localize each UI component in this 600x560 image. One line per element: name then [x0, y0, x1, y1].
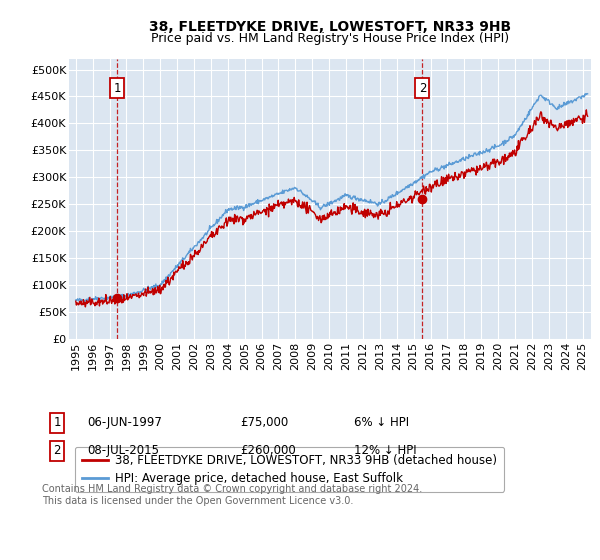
Text: £260,000: £260,000 — [240, 444, 296, 458]
Text: 1: 1 — [113, 82, 121, 95]
Legend: 38, FLEETDYKE DRIVE, LOWESTOFT, NR33 9HB (detached house), HPI: Average price, d: 38, FLEETDYKE DRIVE, LOWESTOFT, NR33 9HB… — [75, 447, 504, 492]
Text: £75,000: £75,000 — [240, 416, 288, 430]
Text: 6% ↓ HPI: 6% ↓ HPI — [354, 416, 409, 430]
Text: Price paid vs. HM Land Registry's House Price Index (HPI): Price paid vs. HM Land Registry's House … — [151, 32, 509, 45]
Text: 2: 2 — [53, 444, 61, 458]
Text: Contains HM Land Registry data © Crown copyright and database right 2024.
This d: Contains HM Land Registry data © Crown c… — [42, 484, 422, 506]
Text: 12% ↓ HPI: 12% ↓ HPI — [354, 444, 416, 458]
Text: 2: 2 — [419, 82, 426, 95]
Text: 06-JUN-1997: 06-JUN-1997 — [87, 416, 162, 430]
Text: 08-JUL-2015: 08-JUL-2015 — [87, 444, 159, 458]
Text: 1: 1 — [53, 416, 61, 430]
Text: 38, FLEETDYKE DRIVE, LOWESTOFT, NR33 9HB: 38, FLEETDYKE DRIVE, LOWESTOFT, NR33 9HB — [149, 20, 511, 34]
